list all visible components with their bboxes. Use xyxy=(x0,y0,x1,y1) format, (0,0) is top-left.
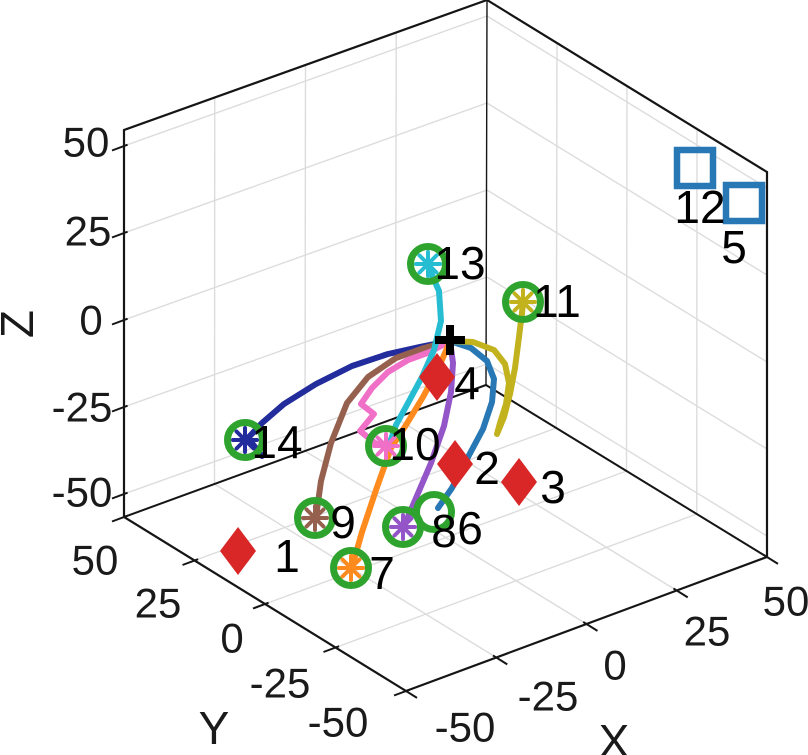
grid-line-floor-x xyxy=(395,417,678,592)
grid-line-rightwall-y xyxy=(625,85,628,472)
marker-asterisk-7 xyxy=(349,557,362,570)
marker-circle-7 xyxy=(330,547,372,589)
tick-label-x-25: 25 xyxy=(684,608,731,655)
marker-asterisk-11 xyxy=(521,291,534,304)
marker-label-2: 2 xyxy=(474,442,500,494)
box-edge-top-right xyxy=(485,0,769,174)
grid-line-rightwall-z xyxy=(486,363,768,537)
marker-circle-8 xyxy=(382,506,424,548)
marker-circle-14 xyxy=(224,419,266,461)
box-edge-floor-back-left xyxy=(123,384,487,518)
grid-line-rightwall-z xyxy=(486,102,768,276)
grid-line-rightwall-y xyxy=(555,42,558,429)
tick-mark-x xyxy=(582,621,599,632)
grid-line-leftwall-x xyxy=(304,64,307,452)
box-edge-back-vertical xyxy=(485,0,488,386)
tick-mark-z xyxy=(111,143,128,152)
tick-mark-x xyxy=(492,654,508,666)
marker-label-12: 12 xyxy=(674,181,725,233)
tick-mark-z xyxy=(111,491,128,500)
marker-label-11: 11 xyxy=(533,275,581,327)
marker-asterisk-13 xyxy=(426,253,439,266)
tick-label-y--25: -25 xyxy=(250,660,311,707)
marker-label-10: 10 xyxy=(389,418,440,470)
tick-mark-x xyxy=(763,554,779,565)
marker-label-7: 7 xyxy=(369,547,395,599)
box-edge-top-left xyxy=(122,0,489,132)
marker-label-8: 8 xyxy=(431,505,457,557)
trajectory-8 xyxy=(401,338,456,529)
tick-label-x--25: -25 xyxy=(518,673,579,720)
grid-line-rightwall-z xyxy=(486,276,768,450)
grid-line-floor-x xyxy=(304,450,587,625)
tick-mark-y xyxy=(182,558,199,566)
marker-circle-13 xyxy=(407,243,449,285)
trajectory-9 xyxy=(313,338,453,520)
marker-label-9: 9 xyxy=(330,496,356,548)
tick-label-z--25: -25 xyxy=(52,384,113,431)
marker-diamond-1 xyxy=(220,527,256,575)
marker-label-13: 13 xyxy=(434,237,485,289)
marker-asterisk-14 xyxy=(243,429,256,442)
marker-label-1: 1 xyxy=(274,530,300,582)
grid-line-rightwall-z xyxy=(486,15,768,189)
trajectory-11 xyxy=(447,301,526,437)
marker-asterisk-9 xyxy=(313,507,326,520)
tick-mark-y xyxy=(111,514,128,523)
trajectory-13 xyxy=(385,263,444,451)
tick-mark-z xyxy=(111,317,128,326)
tick-label-y-0: 0 xyxy=(220,615,243,662)
box-edge-floor-back-right xyxy=(485,384,768,558)
marker-label-14: 14 xyxy=(251,416,302,468)
tick-label-z-25: 25 xyxy=(65,208,112,255)
marker-diamond-3 xyxy=(501,458,537,506)
grid-line-leftwall-z xyxy=(123,189,488,321)
grid-line-rightwall-z xyxy=(486,189,768,363)
marker-label-3: 3 xyxy=(540,461,566,513)
marker-square-5 xyxy=(722,181,766,225)
marker-square-12 xyxy=(673,146,717,190)
grid-line-leftwall-z xyxy=(123,102,488,234)
marker-circle-10 xyxy=(365,425,407,467)
marker-asterisk-10 xyxy=(384,435,397,448)
tick-mark-y xyxy=(323,645,340,653)
tick-mark-x xyxy=(672,587,689,599)
marker-asterisk-8 xyxy=(401,516,414,529)
tick-mark-z xyxy=(111,230,128,239)
marker-circle-9 xyxy=(294,497,336,539)
tick-mark-y xyxy=(252,601,269,610)
marker-diamond-4 xyxy=(419,353,455,401)
tick-label-x-50: 50 xyxy=(763,578,808,625)
tick-label-y-25: 25 xyxy=(135,580,182,627)
tick-label-z--50: -50 xyxy=(52,469,113,516)
marker-label-6: 6 xyxy=(457,502,483,554)
tick-mark-z xyxy=(111,404,128,413)
marker-diamond-2 xyxy=(437,440,473,488)
tick-label-y--50: -50 xyxy=(308,699,369,746)
marker-circle-11 xyxy=(502,281,544,323)
tick-label-z-0: 0 xyxy=(79,297,102,344)
marker-label-5: 5 xyxy=(721,221,747,273)
tick-label-y-50: 50 xyxy=(72,537,119,584)
z-axis-label: Z xyxy=(0,310,43,338)
grid-line-leftwall-z xyxy=(123,15,488,147)
tick-label-z-50: 50 xyxy=(63,119,110,166)
y-axis-label: Y xyxy=(199,702,230,754)
tick-label-x--50: -50 xyxy=(435,704,496,751)
x-axis-label: X xyxy=(599,715,630,755)
tick-mark-x xyxy=(402,688,418,699)
grid-line-leftwall-z xyxy=(123,276,488,408)
tick-label-x-0: 0 xyxy=(603,642,626,689)
marker-label-4: 4 xyxy=(454,357,480,409)
